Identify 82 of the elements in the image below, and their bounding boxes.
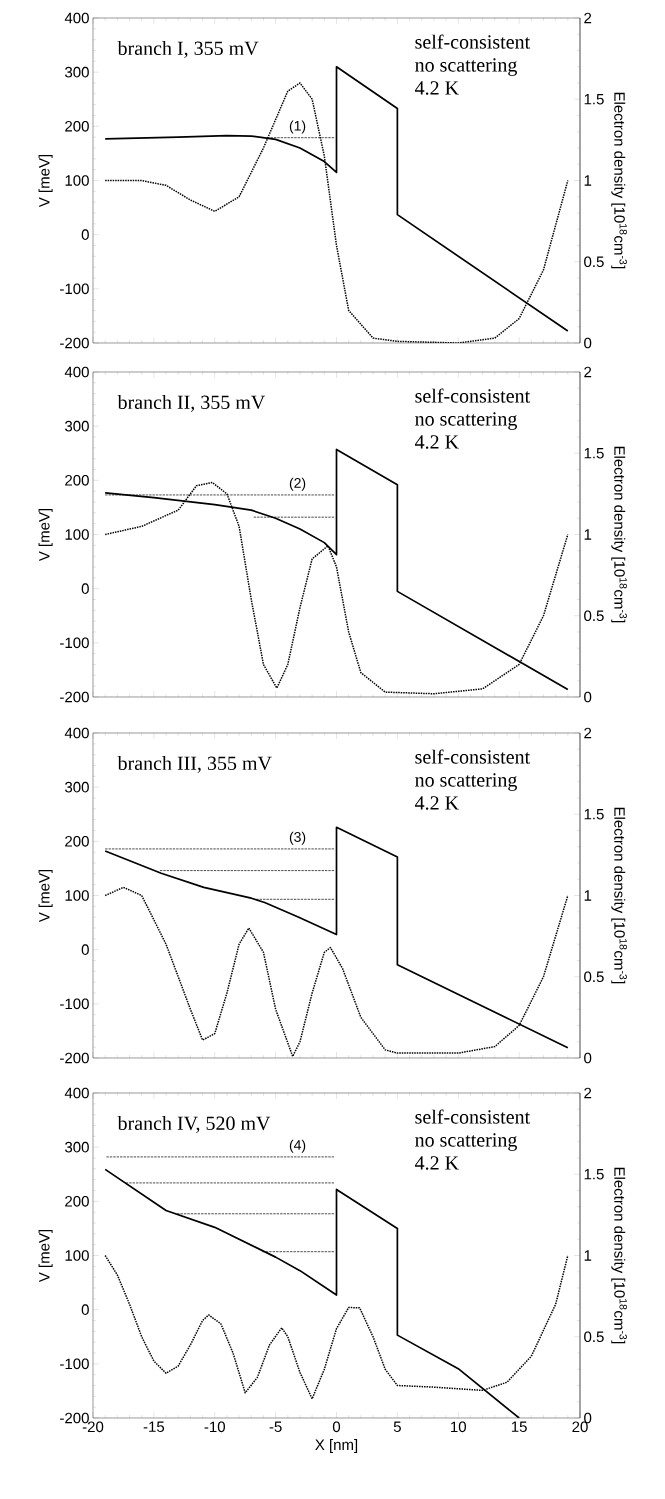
y-tick-label: 200 xyxy=(65,1196,89,1207)
text: branch III, 355 mV xyxy=(117,755,272,773)
x-tick-label: 10 xyxy=(451,1421,466,1433)
y2-tick-label: 0.5 xyxy=(584,610,604,622)
y2-tick-label: 1.5 xyxy=(584,448,604,459)
y2-tick-label: 1.5 xyxy=(584,1169,604,1180)
annotation: 4.2 K xyxy=(415,435,459,449)
y2-tick-label: 2 xyxy=(584,1087,592,1099)
y2-tick-label: 0 xyxy=(584,337,592,349)
y-axis-title: V [meV] xyxy=(38,154,53,208)
y2-tick-label: 2 xyxy=(584,366,592,378)
annotation: self-consistent xyxy=(415,749,531,764)
text: branch II, 355 mV xyxy=(117,394,266,412)
y2-tick-label: 0 xyxy=(584,1052,592,1064)
y-tick-label: -200 xyxy=(60,1052,89,1064)
x-tick-label: 15 xyxy=(511,1421,527,1432)
y-tick-label: 200 xyxy=(65,475,89,486)
y2-tick-label: 0.5 xyxy=(584,1331,604,1343)
annotation: (2) xyxy=(289,477,306,491)
y-tick-label: 300 xyxy=(65,420,89,432)
y-tick-label: 200 xyxy=(65,121,89,132)
annotation: 4.2 K xyxy=(415,1156,459,1170)
y-axis-title: V [meV] xyxy=(38,869,53,923)
annotation: no scattering xyxy=(415,1133,517,1151)
y-tick-label: 100 xyxy=(65,890,89,901)
annotation: self-consistent xyxy=(415,1109,531,1124)
annotation: no scattering xyxy=(415,773,517,791)
y-tick-label: -200 xyxy=(60,691,89,703)
y-tick-label: -100 xyxy=(60,637,89,649)
annotation: no scattering xyxy=(415,58,517,76)
y-tick-label: -100 xyxy=(60,998,89,1010)
y-tick-label: 300 xyxy=(65,1141,89,1153)
y2-axis-title: Electron density [10$^{18}$cm$^{-3}$] xyxy=(611,446,627,623)
x-tick-label: -15 xyxy=(143,1421,165,1432)
y-tick-label: 400 xyxy=(64,366,89,378)
y-tick-label: 0 xyxy=(81,944,89,955)
annotation: (1) xyxy=(289,120,306,134)
annotation: 4.2 K xyxy=(415,796,459,810)
y2-axis-title: Electron density [10$^{18}$cm$^{-3}$] xyxy=(611,807,627,984)
y2-tick-label: 0 xyxy=(584,691,592,703)
y2-tick-label: 1 xyxy=(584,529,592,540)
annotation: (4) xyxy=(289,1139,306,1153)
y2-axis-title: Electron density [10$^{18}$cm$^{-3}$] xyxy=(611,92,627,269)
y-tick-label: -100 xyxy=(60,283,89,295)
y-tick-label: 300 xyxy=(65,66,89,78)
y-tick-label: -200 xyxy=(60,337,89,349)
y-tick-label: 200 xyxy=(65,836,89,847)
y-tick-label: 400 xyxy=(64,1087,89,1099)
y2-tick-label: 1 xyxy=(584,1250,592,1261)
y-tick-label: 0 xyxy=(81,229,89,240)
y-tick-label: 100 xyxy=(65,1250,89,1261)
x-tick-label: -5 xyxy=(269,1421,282,1432)
y-axis-title: V [meV] xyxy=(38,1229,53,1283)
x-tick-label: 5 xyxy=(393,1421,401,1432)
y-tick-label: 400 xyxy=(64,727,89,739)
annotation: self-consistent xyxy=(415,388,531,403)
y2-tick-label: 1.5 xyxy=(584,94,604,105)
x-axis-title: X [nm] xyxy=(315,1439,358,1453)
y-tick-label: -100 xyxy=(60,1358,89,1370)
y2-axis-title: Electron density [10$^{18}$cm$^{-3}$] xyxy=(611,1167,627,1344)
x-tick-label: 0 xyxy=(332,1421,341,1433)
text: branch IV, 520 mV xyxy=(117,1115,271,1133)
y2-tick-label: 1 xyxy=(584,175,592,186)
x-tick-label: -10 xyxy=(204,1421,225,1433)
y2-tick-label: 0.5 xyxy=(584,971,604,983)
y2-tick-label: 2 xyxy=(584,727,592,739)
y2-tick-label: 1.5 xyxy=(584,809,604,820)
y-tick-label: 100 xyxy=(65,175,89,186)
y-tick-label: 400 xyxy=(64,12,89,24)
annotation: 4.2 K xyxy=(415,81,459,95)
y2-tick-label: 0.5 xyxy=(584,256,604,268)
y2-tick-label: 1 xyxy=(584,890,592,901)
y-tick-label: 0 xyxy=(81,1304,89,1315)
y-tick-label: 100 xyxy=(65,529,89,540)
text: branch I, 355 mV xyxy=(117,40,259,58)
y-tick-label: 0 xyxy=(81,583,89,594)
annotation: no scattering xyxy=(415,412,517,430)
y-axis-title: V [meV] xyxy=(38,508,53,562)
annotation: (3) xyxy=(289,831,306,845)
annotation: self-consistent xyxy=(415,34,531,49)
y2-tick-label: 2 xyxy=(584,12,592,24)
y-tick-label: 300 xyxy=(65,781,89,793)
